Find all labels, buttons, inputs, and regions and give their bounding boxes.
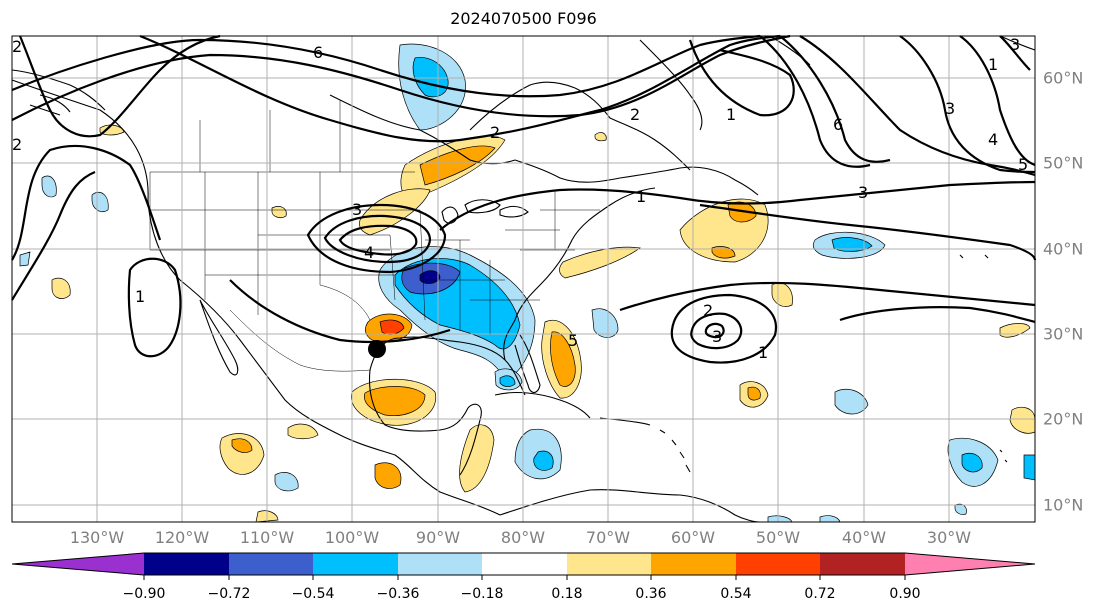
contour-label: 6 [833, 115, 843, 134]
lat-label: 30°N [1043, 324, 1084, 344]
contour-label: 3 [352, 200, 362, 219]
colorbar-tick-label: −0.36 [376, 586, 420, 602]
contour-lines [11, 34, 1037, 364]
anomaly-shading [19, 43, 1036, 523]
contour-label: 5 [1018, 155, 1028, 174]
contour-label: 1 [988, 55, 998, 74]
lat-label: 20°N [1043, 409, 1084, 429]
contour-label: 3 [1010, 35, 1020, 54]
map-frame [11, 35, 1036, 523]
contour-label: 3 [858, 183, 868, 202]
contour-label: 2 [703, 301, 713, 320]
map-title: 2024070500 F096 [450, 9, 597, 28]
contour-label: 1 [758, 343, 768, 362]
colorbar-tick-label: −0.18 [460, 586, 504, 602]
colorbar-swatch [651, 553, 736, 575]
lon-label: 100°W [324, 528, 380, 547]
graticule [12, 36, 1035, 522]
colorbar-swatch [567, 553, 651, 575]
colorbar-swatch [229, 553, 313, 575]
contour-label: 2 [490, 123, 500, 142]
lat-label: 50°N [1043, 153, 1084, 173]
colorbar-tick-label: 0.18 [551, 586, 583, 602]
lat-label: 60°N [1043, 68, 1084, 88]
colorbar-swatch [736, 553, 820, 575]
colorbar-extend-low [12, 553, 144, 575]
lon-label: 120°W [154, 528, 210, 547]
contour-label: 5 [568, 331, 578, 350]
lon-label: 90°W [415, 528, 461, 547]
contour-label: 2 [630, 105, 640, 124]
coastlines [11, 35, 1036, 523]
contour-label: 3 [712, 327, 722, 346]
colorbar-swatch [144, 553, 229, 575]
colorbar-swatch [398, 553, 482, 575]
lat-label: 40°N [1043, 239, 1084, 259]
lon-label: 50°W [755, 528, 801, 547]
lat-label: 10°N [1043, 495, 1084, 515]
colorbar-tick-label: −0.72 [207, 586, 251, 602]
lon-label: 80°W [500, 528, 546, 547]
lon-label: 130°W [69, 528, 125, 547]
colorbar-tick-label: 0.90 [889, 586, 921, 602]
storm-position-marker [368, 340, 386, 358]
contour-label: 4 [988, 130, 998, 149]
lon-label: 60°W [670, 528, 716, 547]
colorbar-tick-label: 0.54 [720, 586, 752, 602]
contour-label: 2 [12, 135, 22, 154]
colorbar-tick-label: 0.72 [804, 586, 836, 602]
lon-label: 30°W [926, 528, 972, 547]
colorbar [11, 552, 1036, 580]
colorbar-tick-label: 0.36 [635, 586, 667, 602]
colorbar-swatch [313, 553, 398, 575]
contour-label: 1 [135, 287, 145, 306]
contour-labels: 6 2 1 2 3 4 5 6 1 3 3 4 5 1 2 3 1 2 3 1 … [12, 35, 1028, 362]
contour-label: 1 [636, 187, 646, 206]
contour-label: 2 [12, 37, 22, 56]
lon-label: 110°W [239, 528, 295, 547]
lon-label: 70°W [585, 528, 631, 547]
colorbar-swatch [820, 553, 905, 575]
contour-label: 4 [364, 243, 374, 262]
lon-label: 40°W [841, 528, 887, 547]
colorbar-extend-high [905, 553, 1035, 575]
contour-label: 3 [945, 99, 955, 118]
contour-label: 1 [726, 105, 736, 124]
colorbar-swatch [482, 553, 567, 575]
colorbar-tick-label: −0.90 [122, 586, 166, 602]
colorbar-tick-label: −0.54 [291, 586, 335, 602]
contour-label: 6 [313, 43, 323, 62]
